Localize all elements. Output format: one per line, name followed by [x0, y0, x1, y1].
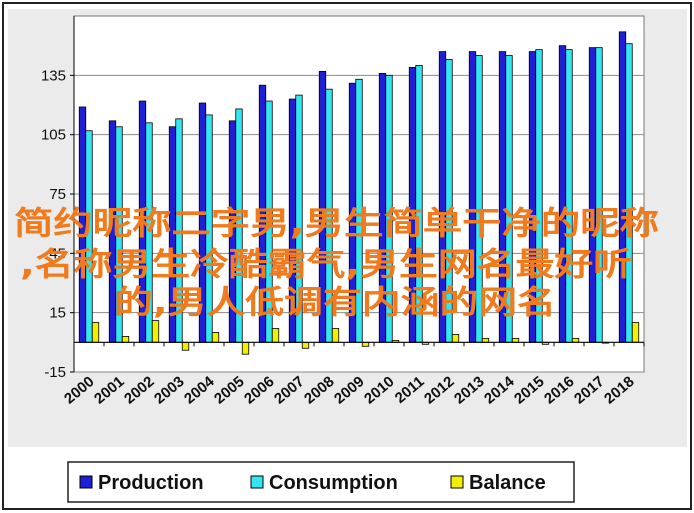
bar-balance-2002	[151, 320, 160, 343]
y-tick-label: 45	[49, 245, 66, 262]
bar-balance-2006	[271, 328, 280, 343]
y-tick-label: 75	[49, 186, 66, 203]
bar-production-2018	[618, 31, 627, 343]
bar-consumption-2017	[595, 47, 603, 343]
bar-balance-2012	[451, 334, 460, 343]
bar-consumption-2018	[625, 43, 633, 343]
y-tick-label: 105	[41, 127, 66, 144]
bars	[78, 31, 640, 355]
legend-swatch-balance	[450, 475, 464, 489]
overlay-line-3: 的,男人低调有内涵的网名	[114, 283, 556, 321]
overlay-caption: 简约昵称二字男,男生简单干净的昵称 ,名称男生冷酷霸气,男生网名最好听 的,男人…	[14, 204, 659, 321]
legend-box	[67, 461, 575, 503]
y-tick-label: 15	[49, 305, 66, 322]
legend: Production Consumption Balance	[67, 461, 575, 503]
legend-label-consumption: Consumption	[269, 472, 398, 494]
bar-balance-2007	[301, 341, 310, 349]
axes	[70, 16, 645, 373]
bar-balance-2005	[241, 341, 250, 355]
legend-label-balance: Balance	[469, 472, 546, 494]
overlay-line-2: ,名称男生冷酷霸气,男生网名最好听	[20, 245, 632, 283]
bar-balance-2000	[91, 322, 100, 343]
legend-swatch-consumption	[250, 475, 264, 489]
bar-balance-2004	[211, 332, 220, 343]
y-tick-label: 135	[41, 67, 66, 84]
bar-balance-2003	[181, 341, 190, 351]
bar-production-2016	[558, 45, 567, 343]
bar-balance-2001	[121, 335, 130, 343]
y-tick-labels: -15 15 45 75 105 135	[41, 67, 66, 381]
bar-balance-2008	[331, 328, 340, 343]
legend-swatch-production	[79, 475, 93, 489]
bar-consumption-2016	[565, 49, 573, 343]
y-tick-label: -15	[44, 364, 66, 381]
legend-label-production: Production	[98, 472, 204, 494]
bar-balance-2018	[631, 322, 640, 343]
bar-production-2017	[588, 47, 597, 343]
overlay-line-1: 简约昵称二字男,男生简单干净的昵称	[14, 204, 659, 242]
